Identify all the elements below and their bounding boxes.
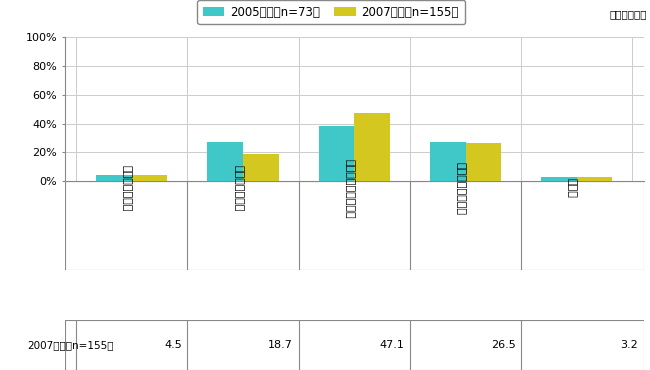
Bar bbox=[430, 142, 465, 181]
Bar bbox=[132, 175, 167, 181]
Text: （単位：％）: （単位：％） bbox=[609, 9, 647, 19]
Text: 多少知っている: 多少知っている bbox=[233, 165, 243, 212]
Text: 47.1: 47.1 bbox=[380, 340, 404, 350]
Bar bbox=[577, 177, 612, 181]
Text: 18.7: 18.7 bbox=[268, 340, 293, 350]
Bar bbox=[541, 177, 577, 181]
Text: 26.5: 26.5 bbox=[491, 340, 515, 350]
Text: よく知っている: よく知っている bbox=[122, 165, 132, 212]
Text: 3.2: 3.2 bbox=[620, 340, 638, 350]
Text: 4.5: 4.5 bbox=[164, 340, 182, 350]
Bar bbox=[96, 175, 132, 181]
Bar bbox=[243, 154, 279, 181]
Bar bbox=[465, 143, 501, 181]
Bar bbox=[207, 142, 243, 181]
Bar bbox=[354, 113, 390, 181]
Text: あまりよく知らない: あまりよく知らない bbox=[344, 159, 354, 218]
Text: 全く知らなかった: 全く知らなかった bbox=[456, 162, 465, 215]
Text: 2007年度（n=155）: 2007年度（n=155） bbox=[27, 340, 114, 350]
Text: 無回答: 無回答 bbox=[567, 178, 577, 198]
Legend: 2005年度（n=73）, 2007年度（n=155）: 2005年度（n=73）, 2007年度（n=155） bbox=[198, 0, 465, 24]
Bar bbox=[318, 126, 354, 181]
